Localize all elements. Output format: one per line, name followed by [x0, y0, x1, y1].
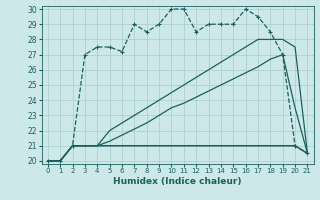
X-axis label: Humidex (Indice chaleur): Humidex (Indice chaleur) — [113, 177, 242, 186]
